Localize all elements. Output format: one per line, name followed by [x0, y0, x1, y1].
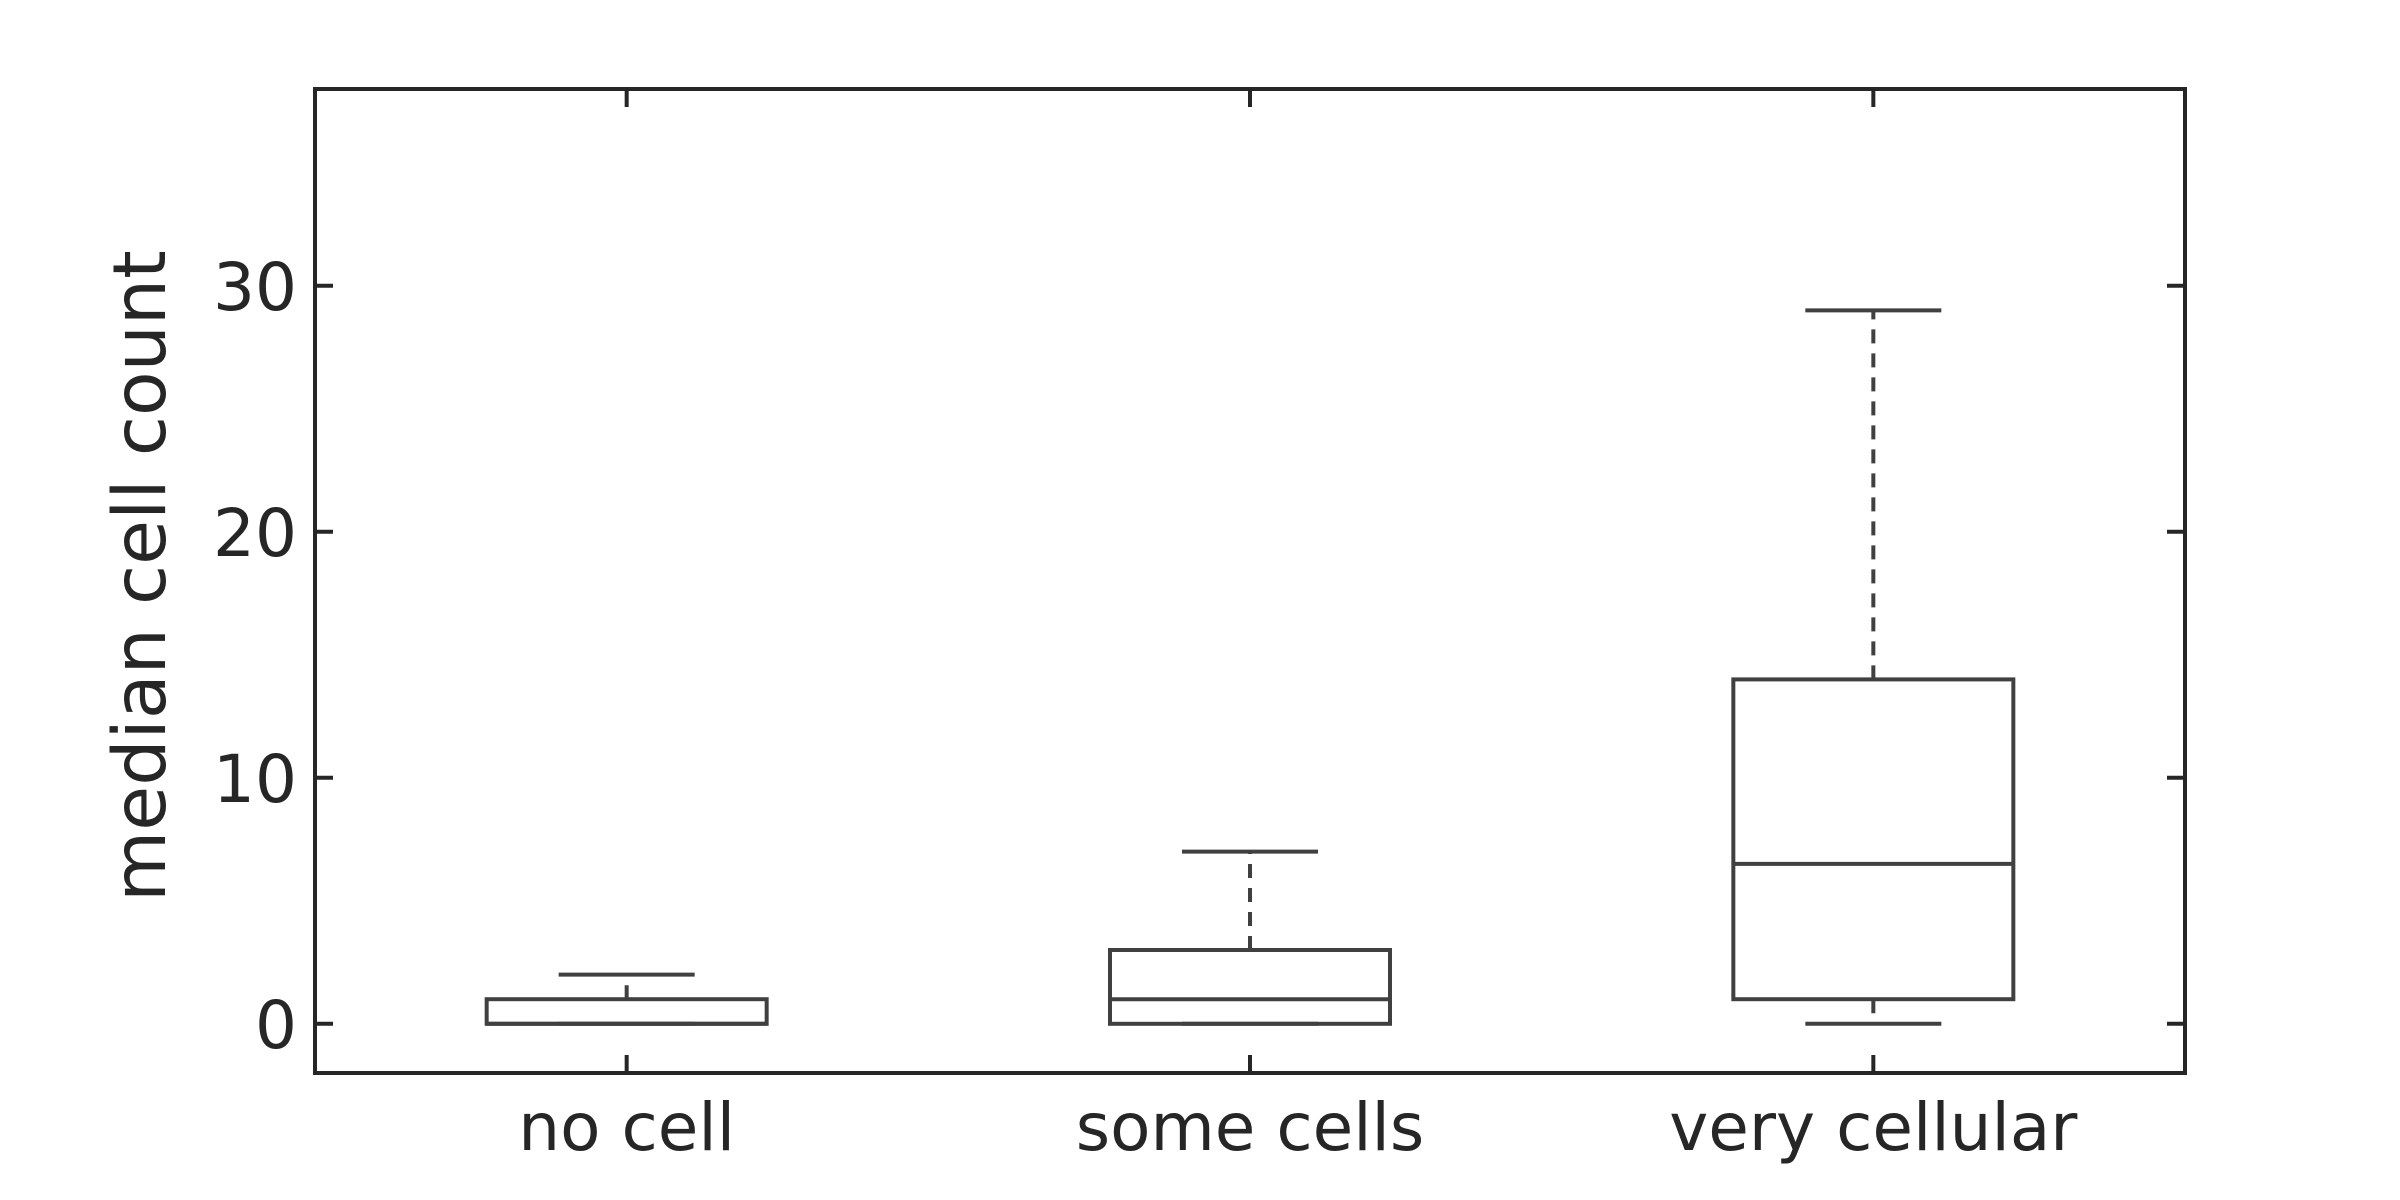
ticks-layer: 0 10 20 30 no cell some cells very cellular [213, 89, 2185, 1166]
y-tick-label: 20 [213, 495, 297, 572]
box-group [1108, 849, 1392, 1026]
boxes-layer [484, 308, 2016, 1026]
x-tick-label: very cellular [1669, 1089, 2078, 1166]
iqr-box [484, 997, 769, 1026]
box-group [1731, 308, 2016, 1026]
x-tick-label: no cell [518, 1089, 735, 1166]
y-axis-label: median cell count [98, 250, 183, 902]
box-group [484, 972, 769, 1026]
labels-layer: median cell count [98, 250, 183, 902]
y-tick-label: 0 [255, 987, 297, 1064]
x-tick-label: some cells [1076, 1089, 1425, 1166]
iqr-box [1108, 948, 1392, 1026]
iqr-box [1731, 677, 2016, 1002]
y-tick-label: 10 [213, 741, 297, 818]
y-tick-label: 30 [213, 249, 297, 326]
